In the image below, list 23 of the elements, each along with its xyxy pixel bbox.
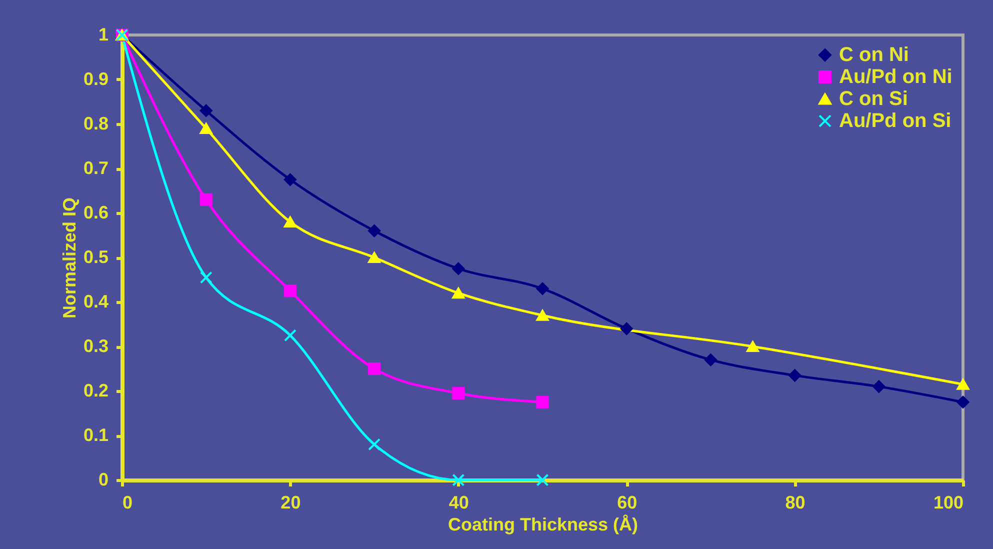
x-tick-label: 40 bbox=[448, 492, 469, 512]
y-tick-label: 0.7 bbox=[83, 158, 108, 178]
y-tick-label: 0.2 bbox=[83, 380, 108, 400]
legend-label: Au/Pd on Ni bbox=[839, 66, 952, 88]
y-tick-label: 0.6 bbox=[83, 202, 108, 222]
x-axis-title: Coating Thickness (Å) bbox=[448, 514, 638, 534]
x-tick-label: 20 bbox=[280, 492, 301, 512]
legend-label: C on Ni bbox=[839, 44, 909, 66]
y-tick-label: 0.9 bbox=[83, 69, 108, 89]
x-tick-label: 100 bbox=[933, 492, 964, 512]
x-tick-label: 80 bbox=[785, 492, 806, 512]
legend-label: Au/Pd on Si bbox=[839, 110, 952, 132]
legend-label: C on Si bbox=[839, 88, 908, 110]
y-tick-label: 0 bbox=[98, 470, 108, 490]
y-tick-label: 0.1 bbox=[83, 425, 108, 445]
y-tick-label: 0.3 bbox=[83, 336, 108, 356]
y-tick-label: 1 bbox=[98, 24, 108, 44]
y-axis-title: Normalized IQ bbox=[59, 197, 80, 319]
y-tick-label: 0.8 bbox=[83, 114, 108, 134]
x-tick-label: 0 bbox=[122, 492, 133, 512]
x-tick-label: 60 bbox=[617, 492, 638, 512]
y-tick-label: 0.4 bbox=[83, 292, 108, 312]
y-tick-label: 0.5 bbox=[83, 247, 108, 267]
